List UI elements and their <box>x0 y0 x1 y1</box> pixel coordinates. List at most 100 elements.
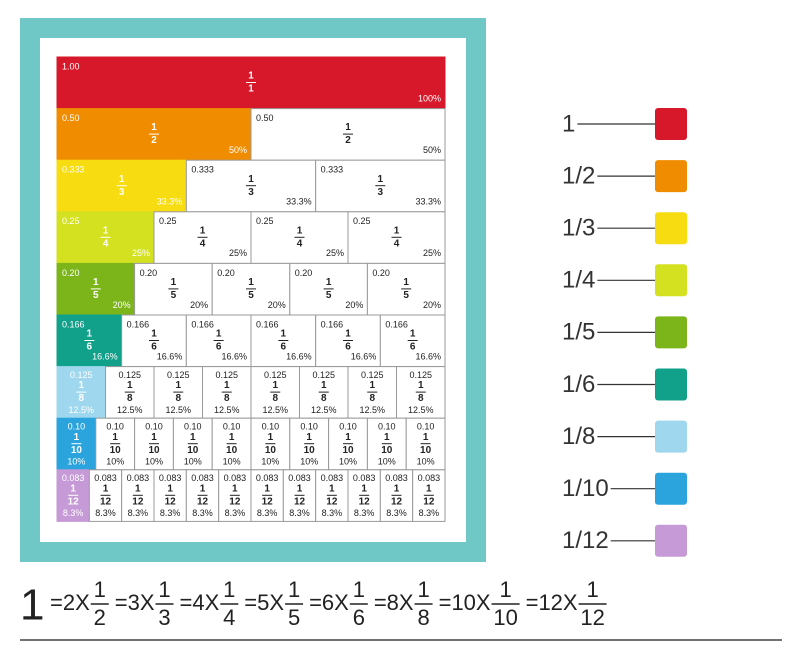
fraction-numerator: 1 <box>127 380 133 391</box>
equation-numerator: 1 <box>94 577 106 602</box>
fraction-numerator: 1 <box>70 483 76 494</box>
decimal-label: 0.50 <box>62 113 80 123</box>
fraction-numerator: 1 <box>394 483 400 494</box>
decimal-label: 0.125 <box>409 370 432 380</box>
percent-label: 8.3% <box>95 508 116 518</box>
fraction-numerator: 1 <box>326 277 332 288</box>
decimal-label: 0.20 <box>140 268 158 278</box>
decimal-label: 0.50 <box>256 113 274 123</box>
percent-label: 16.6% <box>415 351 441 361</box>
equation-denominator: 8 <box>417 605 429 630</box>
percent-label: 8.3% <box>289 508 310 518</box>
decimal-label: 0.10 <box>417 422 435 432</box>
fraction-numerator: 1 <box>248 174 254 185</box>
fraction-numerator: 1 <box>93 277 99 288</box>
fraction-numerator: 1 <box>103 483 109 494</box>
fraction-denominator: 12 <box>391 496 403 507</box>
decimal-label: 0.083 <box>94 473 117 483</box>
fraction-denominator: 3 <box>378 187 384 198</box>
fraction-numerator: 1 <box>78 380 84 391</box>
fraction-numerator: 1 <box>200 225 206 236</box>
percent-label: 12.5% <box>68 405 94 415</box>
fraction-numerator: 1 <box>272 380 278 391</box>
fraction-denominator: 8 <box>418 393 424 404</box>
legend-swatch <box>655 108 687 140</box>
percent-label: 10% <box>300 457 318 467</box>
fraction-denominator: 10 <box>342 445 354 456</box>
fraction-denominator: 12 <box>262 496 274 507</box>
decimal-label: 0.125 <box>118 370 141 380</box>
percent-label: 50% <box>229 145 247 155</box>
decimal-label: 0.166 <box>127 319 150 329</box>
percent-label: 8.3% <box>322 508 343 518</box>
fraction-denominator: 6 <box>87 342 93 353</box>
fraction-denominator: 12 <box>423 496 435 507</box>
fraction-numerator: 1 <box>232 483 238 494</box>
fraction-numerator: 1 <box>248 277 254 288</box>
percent-label: 10% <box>106 457 124 467</box>
fraction-denominator: 4 <box>200 238 206 249</box>
fraction-denominator: 2 <box>345 135 351 146</box>
fraction-denominator: 5 <box>403 290 409 301</box>
fraction-numerator: 1 <box>410 329 416 340</box>
legend-swatch <box>655 368 687 401</box>
equation-denominator: 10 <box>493 605 517 630</box>
fraction-denominator: 12 <box>197 496 209 507</box>
percent-label: 20% <box>345 300 363 310</box>
decimal-label: 0.083 <box>159 473 182 483</box>
legend-swatch <box>655 316 687 349</box>
legend-label: 1/2 <box>562 162 595 189</box>
fraction-numerator: 1 <box>329 483 335 494</box>
percent-label: 10% <box>67 457 85 467</box>
fraction-numerator: 1 <box>345 122 351 133</box>
fraction-denominator: 12 <box>359 496 371 507</box>
fraction-denominator: 4 <box>103 238 109 249</box>
fraction-numerator: 1 <box>175 380 181 391</box>
decimal-label: 0.083 <box>127 473 150 483</box>
decimal-label: 0.083 <box>353 473 376 483</box>
decimal-label: 0.10 <box>223 422 241 432</box>
fraction-numerator: 1 <box>151 329 157 340</box>
legend-swatch <box>655 160 687 193</box>
fraction-numerator: 1 <box>426 483 432 494</box>
fraction-denominator: 12 <box>132 496 144 507</box>
fraction-numerator: 1 <box>229 432 235 443</box>
decimal-label: 0.333 <box>62 165 85 175</box>
percent-label: 16.6% <box>157 351 183 361</box>
equation-prefix: =12X <box>526 590 578 615</box>
fraction-numerator: 1 <box>151 432 157 443</box>
percent-label: 16.6% <box>92 351 118 361</box>
fraction-denominator: 6 <box>151 342 157 353</box>
fraction-numerator: 1 <box>418 380 424 391</box>
percent-label: 25% <box>132 248 150 258</box>
equation-numerator: 1 <box>499 577 511 602</box>
fraction-numerator: 1 <box>345 432 351 443</box>
decimal-label: 0.125 <box>361 370 384 380</box>
fraction-denominator: 5 <box>326 290 332 301</box>
percent-label: 8.3% <box>63 508 84 518</box>
percent-label: 16.6% <box>221 351 247 361</box>
fraction-numerator: 1 <box>224 380 230 391</box>
fraction-numerator: 1 <box>345 329 351 340</box>
fraction-denominator: 12 <box>294 496 306 507</box>
decimal-label: 0.333 <box>191 165 214 175</box>
decimal-label: 0.25 <box>256 216 274 226</box>
fraction-denominator: 12 <box>68 496 80 507</box>
fraction-denominator: 6 <box>281 342 287 353</box>
decimal-label: 0.083 <box>191 473 214 483</box>
fraction-numerator: 1 <box>403 277 409 288</box>
decimal-label: 0.10 <box>378 422 396 432</box>
decimal-label: 0.20 <box>62 268 80 278</box>
decimal-label: 0.166 <box>191 319 214 329</box>
equation-numerator: 1 <box>586 577 598 602</box>
decimal-label: 0.10 <box>300 422 318 432</box>
decimal-label: 0.10 <box>68 422 86 432</box>
percent-label: 10% <box>184 457 202 467</box>
fraction-numerator: 1 <box>87 329 93 340</box>
fraction-numerator: 1 <box>119 174 125 185</box>
percent-label: 25% <box>229 248 247 258</box>
decimal-label: 1.00 <box>62 61 80 71</box>
percent-label: 20% <box>268 300 286 310</box>
fraction-denominator: 8 <box>321 393 327 404</box>
fraction-denominator: 4 <box>297 238 303 249</box>
